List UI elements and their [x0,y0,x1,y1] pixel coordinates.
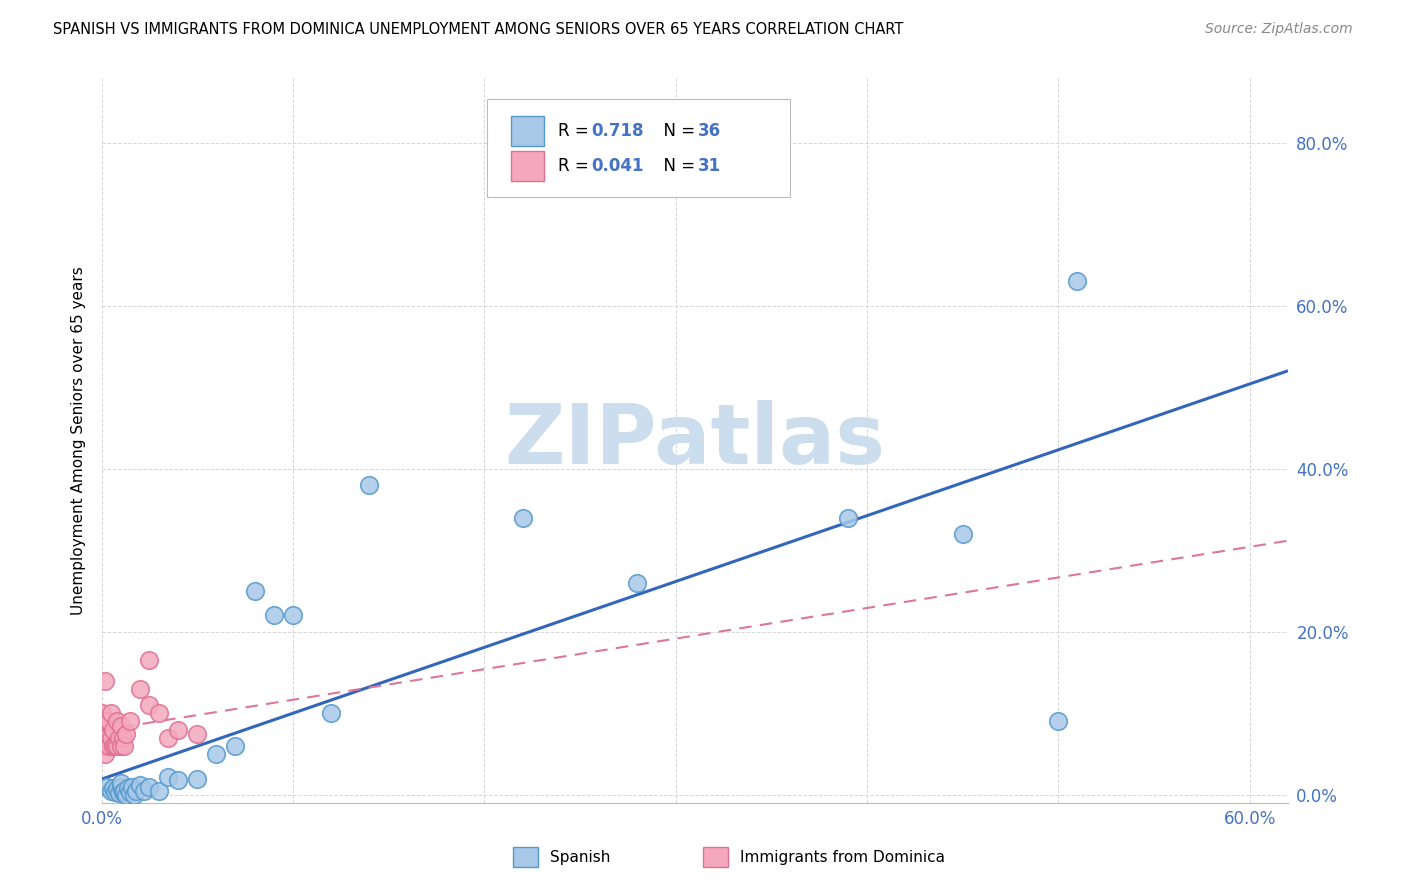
Point [167,723,190,737]
Point [224,739,246,753]
Text: 31: 31 [699,157,721,175]
Point [138,698,160,713]
Point [117,781,139,796]
Bar [510,116,544,146]
Point [96,731,118,745]
Point [626,575,648,590]
Point [157,731,180,745]
Text: N =: N = [654,157,700,175]
Point [281,608,304,623]
Text: 0.041: 0.041 [592,157,644,175]
Text: Source: ZipAtlas.com: Source: ZipAtlas.com [1205,22,1353,37]
Point [101,781,124,796]
Point [138,653,160,667]
Text: Spanish: Spanish [550,850,610,864]
Point [167,773,190,788]
Text: R =: R = [558,157,595,175]
Point [107,786,129,800]
Point [121,780,143,794]
Point [94,714,117,729]
Text: ZIPatlas: ZIPatlas [505,400,886,481]
Point [104,785,127,799]
Point [94,673,117,688]
Point [120,714,142,729]
Point [114,739,136,753]
Point [101,739,124,753]
FancyBboxPatch shape [486,99,790,197]
Point [186,727,208,741]
Point [1047,714,1070,729]
Point [148,706,170,721]
Point [128,681,150,696]
Point [110,739,132,753]
Point [96,714,118,729]
Point [186,772,208,786]
Point [94,747,117,761]
Point [128,778,150,792]
Point [148,784,170,798]
Point [105,782,128,797]
Point [205,747,228,761]
Point [100,706,122,721]
Point [111,731,134,745]
Point [115,788,138,802]
Point [105,714,128,729]
Point [105,739,128,753]
Bar [510,151,544,181]
Point [98,714,121,729]
Point [243,584,266,599]
Text: N =: N = [654,122,700,140]
Point [110,775,132,789]
Point [321,706,343,721]
Point [114,784,136,798]
Point [157,770,180,784]
Point [100,731,122,745]
Point [837,510,859,524]
Text: 36: 36 [699,122,721,140]
Point [952,527,974,541]
Text: R =: R = [558,122,595,140]
Point [111,785,134,799]
Point [110,718,132,732]
Point [132,784,155,798]
Point [263,608,285,623]
Point [138,780,160,794]
Point [1066,274,1088,288]
Point [101,723,124,737]
Point [122,788,145,802]
Point [110,780,132,794]
Point [93,739,115,753]
Text: SPANISH VS IMMIGRANTS FROM DOMINICA UNEMPLOYMENT AMONG SENIORS OVER 65 YEARS COR: SPANISH VS IMMIGRANTS FROM DOMINICA UNEM… [53,22,904,37]
Point [100,784,122,798]
Point [96,780,118,794]
Point [104,739,127,753]
Y-axis label: Unemployment Among Seniors over 65 years: Unemployment Among Seniors over 65 years [72,266,86,615]
Point [107,731,129,745]
Text: 0.718: 0.718 [592,122,644,140]
Point [93,723,115,737]
Text: Immigrants from Dominica: Immigrants from Dominica [740,850,945,864]
Point [98,739,121,753]
Point [90,723,112,737]
Point [115,727,138,741]
Point [120,785,142,799]
Point [90,706,112,721]
Point [125,784,148,798]
Point [512,510,534,524]
Point [359,478,381,492]
